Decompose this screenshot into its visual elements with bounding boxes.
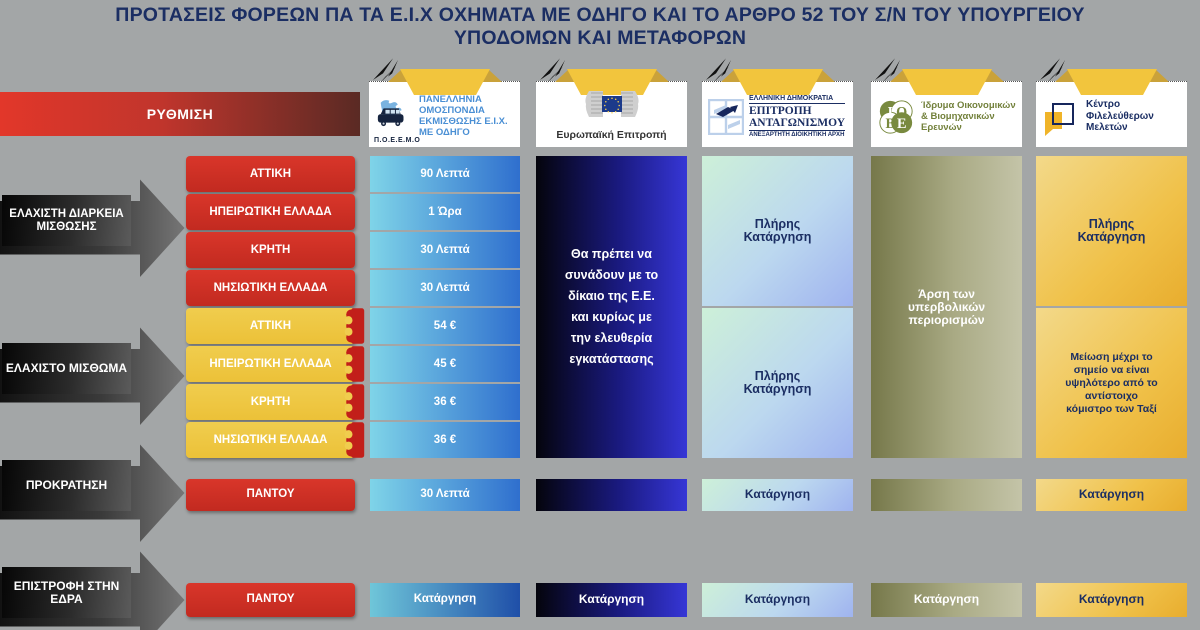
svg-text:B: B <box>886 115 896 131</box>
svg-text:E: E <box>897 115 907 131</box>
